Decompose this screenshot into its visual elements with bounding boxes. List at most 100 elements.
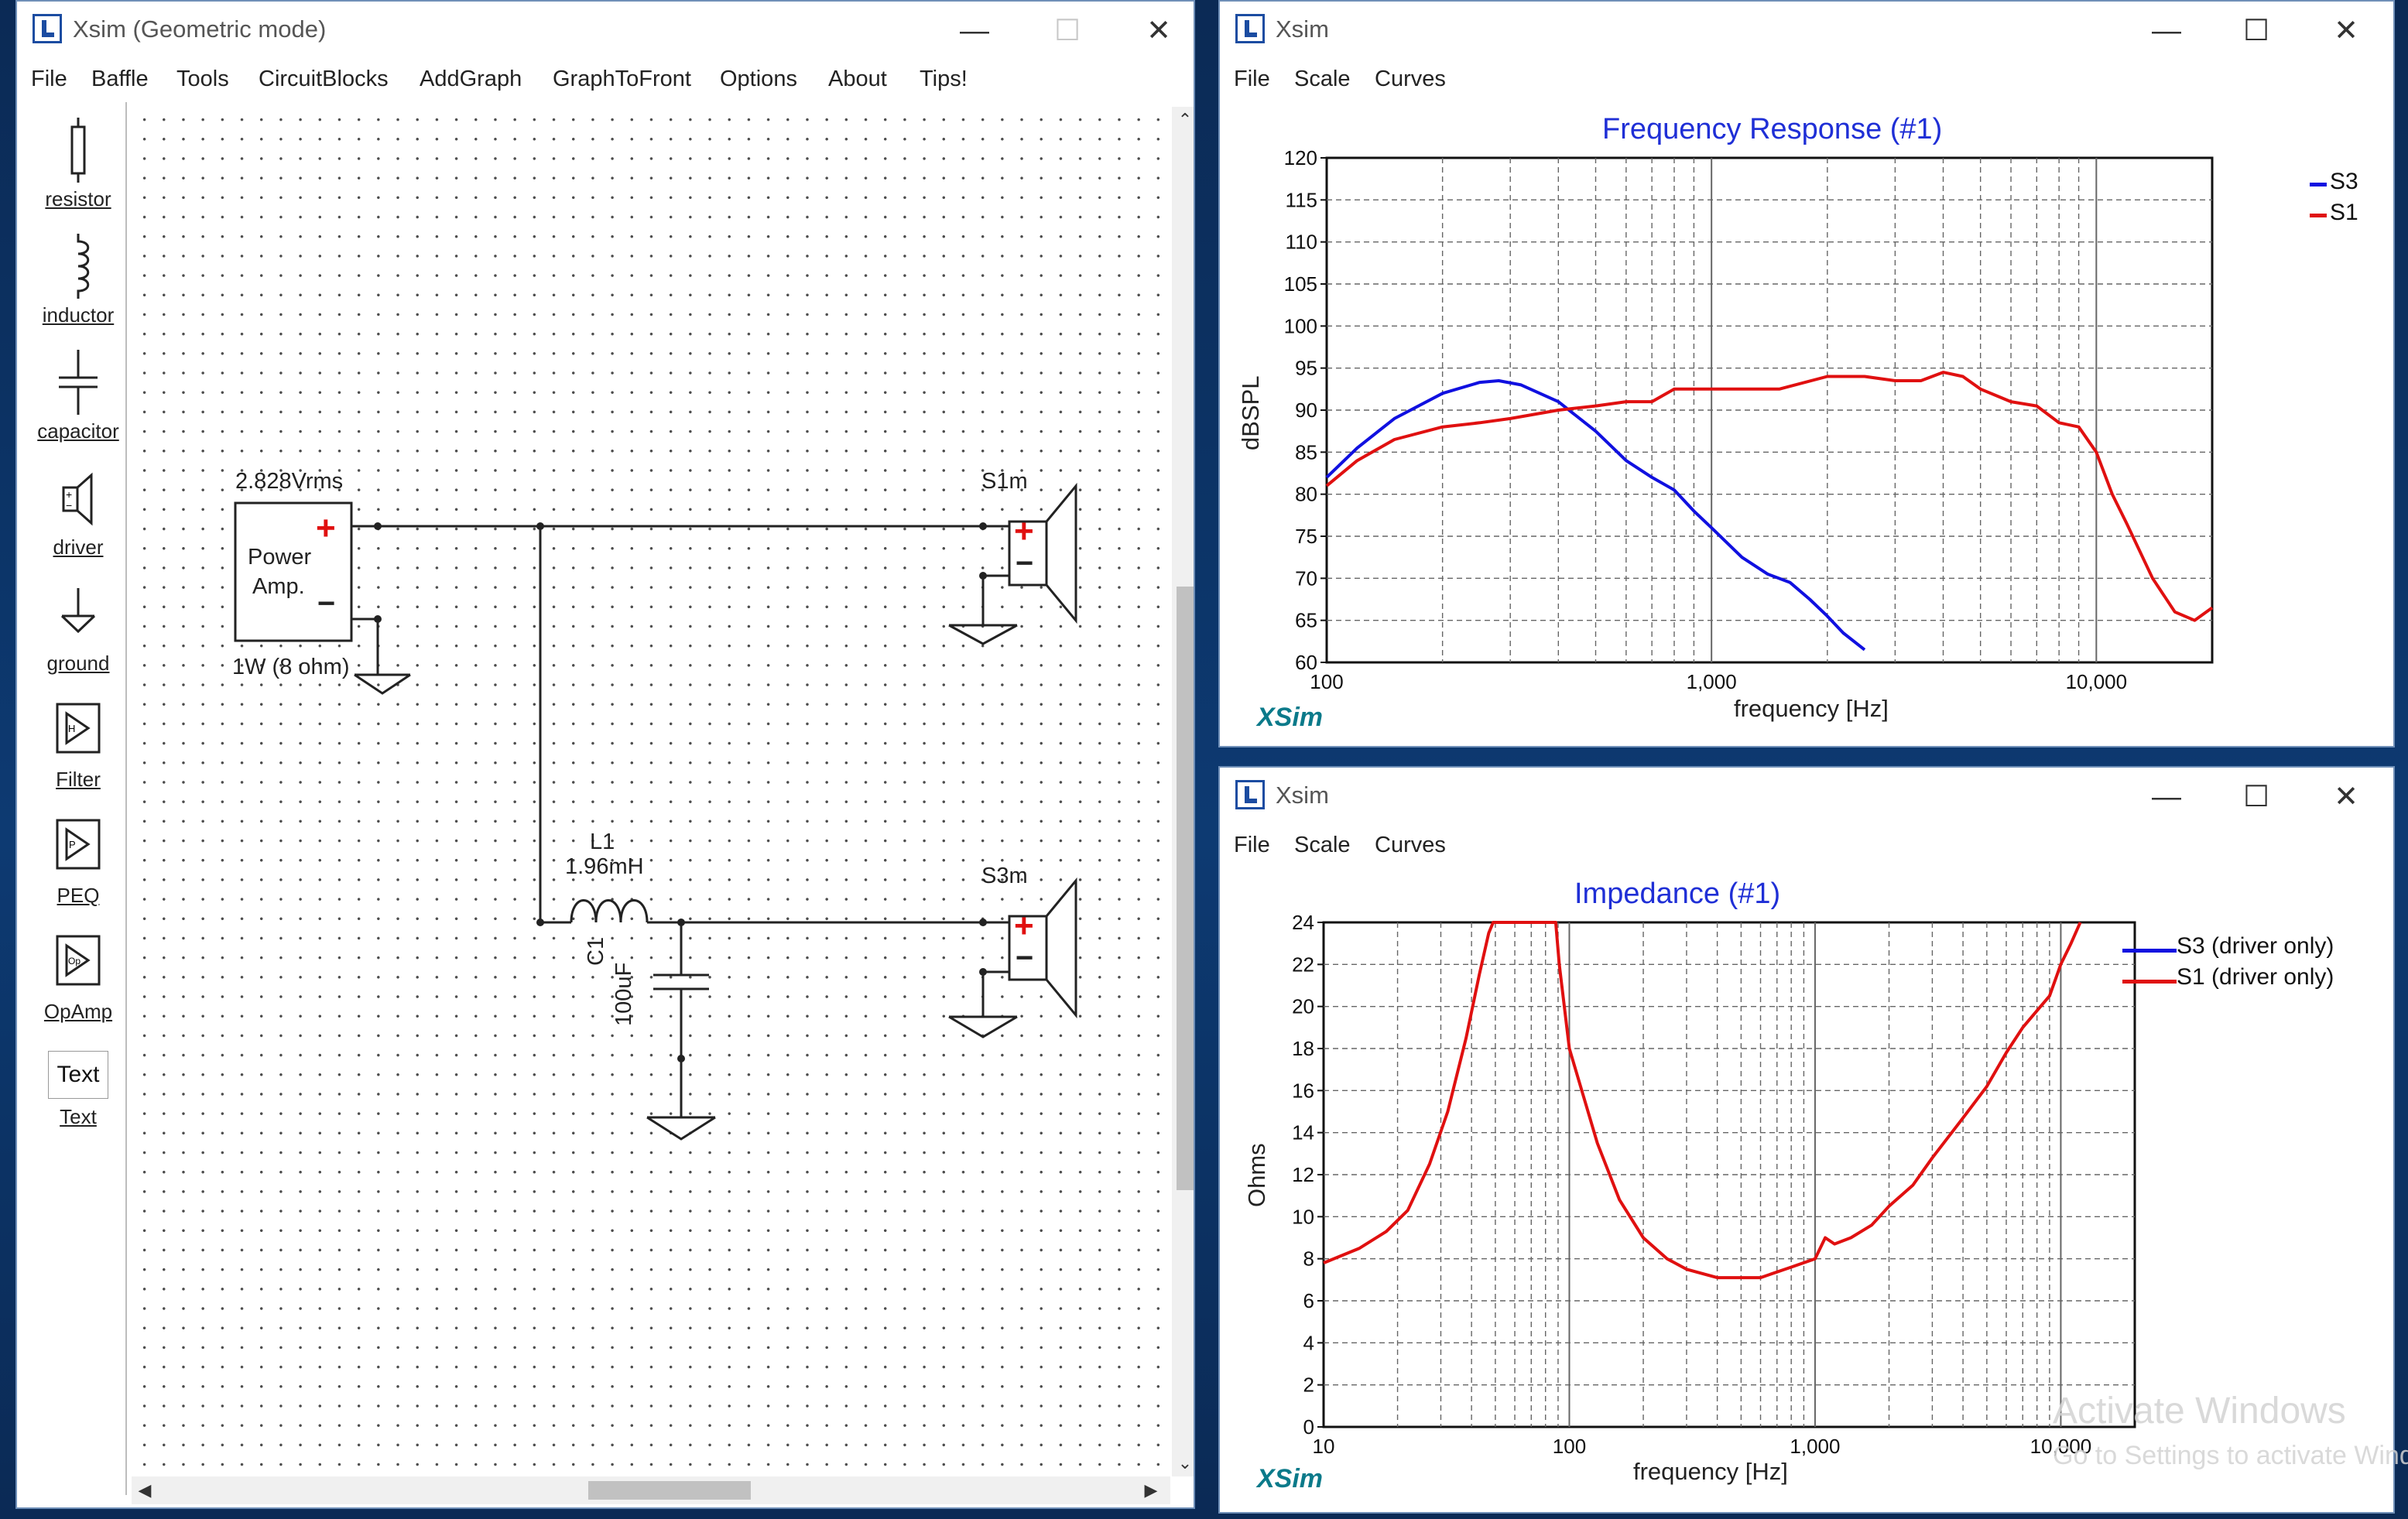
menu-scale[interactable]: Scale <box>1294 833 1351 857</box>
freq-titlebar[interactable]: Xsim — ☐ ✕ <box>1220 2 2393 60</box>
tool-label: ground <box>46 652 110 675</box>
close-button[interactable]: ✕ <box>1146 15 1171 47</box>
schematic-wires <box>234 482 1077 1141</box>
x-tick-label: 100 <box>1553 1435 1586 1458</box>
y-tick-label: 80 <box>1295 483 1317 506</box>
vertical-scrollbar[interactable]: ⌃ ⌄ <box>1172 107 1194 1476</box>
inductor-value-label: 1.96mH <box>565 854 644 879</box>
freq-window-title: Xsim <box>1276 15 1329 43</box>
x-tick-label: 10,000 <box>2066 670 2128 693</box>
menu-baffle[interactable]: Baffle <box>91 67 149 91</box>
svg-text:P: P <box>69 839 76 850</box>
resistor-icon <box>70 118 86 183</box>
menu-options[interactable]: Options <box>720 67 797 91</box>
freq-y-axis-title: dBSPL <box>1237 375 1264 450</box>
y-tick-label: 70 <box>1295 566 1317 590</box>
x-tick-label: 1,000 <box>1790 1435 1840 1458</box>
tool-text[interactable]: Text Text <box>31 1040 125 1156</box>
tool-driver[interactable]: + − driver <box>31 458 125 574</box>
menu-about[interactable]: About <box>828 67 887 91</box>
y-tick-label: 14 <box>1292 1121 1314 1144</box>
maximize-button[interactable]: ☐ <box>2242 15 2270 47</box>
tool-label: Filter <box>56 768 101 791</box>
driver-s1m-symbol[interactable] <box>1008 482 1077 624</box>
tool-label: resistor <box>45 187 111 210</box>
main-titlebar[interactable]: Xsim (Geometric mode) — ☐ ✕ <box>17 2 1194 60</box>
close-button[interactable]: ✕ <box>2334 15 2358 47</box>
tool-inductor[interactable]: inductor <box>31 226 125 342</box>
schematic-canvas[interactable]: 2.828Vrms Power Amp. + − 1W (8 ohm) S1m … <box>132 107 1170 1476</box>
series-line-s3 <box>1325 379 1866 652</box>
y-tick-label: 24 <box>1292 911 1314 934</box>
menu-file[interactable]: File <box>31 67 67 91</box>
menu-addgraph[interactable]: AddGraph <box>420 67 522 91</box>
ground-symbol <box>948 972 1018 1038</box>
tool-capacitor[interactable]: capacitor <box>31 342 125 458</box>
tool-filter[interactable]: H Filter <box>31 690 125 806</box>
menu-tips[interactable]: Tips! <box>920 67 968 91</box>
scroll-right-icon[interactable]: ▶ <box>1144 1480 1158 1500</box>
peq-icon: P <box>56 819 101 870</box>
imp-titlebar[interactable]: Xsim — ☐ ✕ <box>1220 768 2393 826</box>
source-voltage-label: 2.828Vrms <box>235 469 344 494</box>
tool-ground[interactable]: ground <box>31 574 125 690</box>
inductor-name-label: L1 <box>590 830 615 854</box>
menu-file[interactable]: File <box>1234 833 1270 857</box>
y-tick-label: 110 <box>1286 231 1317 254</box>
freq-response-chart[interactable]: 60 65 70 75 80 85 90 95 100 105 110 115 120 100 1,000 1… <box>1220 149 2395 748</box>
legend-s3: S3 <box>2330 169 2358 194</box>
driver-s3m-plus: + <box>1014 907 1034 945</box>
inductor-l1[interactable] <box>570 899 649 923</box>
menu-graphtofront[interactable]: GraphToFront <box>553 67 691 91</box>
driver-s1m-label: S1m <box>981 469 1028 494</box>
vertical-scroll-thumb[interactable] <box>1177 587 1194 1190</box>
amp-minus-terminal: − <box>317 587 336 621</box>
capacitor-icon <box>59 350 98 415</box>
frequency-response-window: Xsim — ☐ ✕ File Scale Curves Frequency R… <box>1218 0 2395 748</box>
scroll-down-icon[interactable]: ⌄ <box>1177 1453 1193 1473</box>
plot-area: 60 65 70 75 80 85 90 95 100 105 110 115 120 100 1,000 1… <box>1284 149 2214 693</box>
capacitor-name-label: C1 <box>584 936 608 966</box>
menu-curves[interactable]: Curves <box>1375 67 1446 91</box>
minimize-button[interactable]: — <box>960 15 989 47</box>
scroll-up-icon[interactable]: ⌃ <box>1177 110 1193 129</box>
driver-s1m-minus: − <box>1016 546 1034 580</box>
capacitor-value-label: 100uF <box>611 962 636 1026</box>
driver-s3m-symbol[interactable] <box>1008 877 1077 1019</box>
driver-s1m-plus: + <box>1014 512 1034 550</box>
activate-windows-watermark: Activate Windows <box>2053 1391 2346 1432</box>
menu-tools[interactable]: Tools <box>176 67 229 91</box>
y-tick-label: 10 <box>1292 1205 1314 1228</box>
svg-text:Op: Op <box>68 956 80 966</box>
menu-curves[interactable]: Curves <box>1375 833 1446 857</box>
legend-line-s1 <box>2310 214 2327 217</box>
tool-opamp[interactable]: Op OpAmp <box>31 922 125 1038</box>
freq-x-axis-title: frequency [Hz] <box>1734 695 1889 722</box>
minimize-button[interactable]: — <box>2152 15 2181 47</box>
tool-peq[interactable]: P PEQ <box>31 806 125 922</box>
horizontal-scrollbar[interactable]: ◀ ▶ <box>132 1476 1170 1504</box>
y-tick-label: 95 <box>1295 357 1317 380</box>
amp-plus-terminal: + <box>316 509 336 547</box>
minimize-button[interactable]: — <box>2152 781 2181 813</box>
tool-resistor[interactable]: resistor <box>31 110 125 226</box>
legend-line-s3-driver <box>2122 949 2177 953</box>
menu-scale[interactable]: Scale <box>1294 67 1351 91</box>
y-tick-label: 22 <box>1292 953 1314 976</box>
xsim-app-icon <box>33 14 62 43</box>
scroll-left-icon[interactable]: ◀ <box>138 1480 152 1500</box>
menu-file[interactable]: File <box>1234 67 1270 91</box>
close-button[interactable]: ✕ <box>2334 781 2358 813</box>
menu-circuitblocks[interactable]: CircuitBlocks <box>259 67 389 91</box>
maximize-button[interactable]: ☐ <box>1053 15 1081 47</box>
x-tick-label: 10,000 <box>2030 1435 2092 1458</box>
horizontal-scroll-thumb[interactable] <box>588 1481 751 1500</box>
power-amp-box[interactable] <box>234 501 353 642</box>
y-tick-label: 20 <box>1292 995 1314 1018</box>
maximize-button[interactable]: ☐ <box>2242 781 2270 813</box>
svg-text:−: − <box>66 499 72 511</box>
y-tick-label: 65 <box>1295 609 1317 632</box>
y-tick-label: 8 <box>1303 1247 1314 1271</box>
